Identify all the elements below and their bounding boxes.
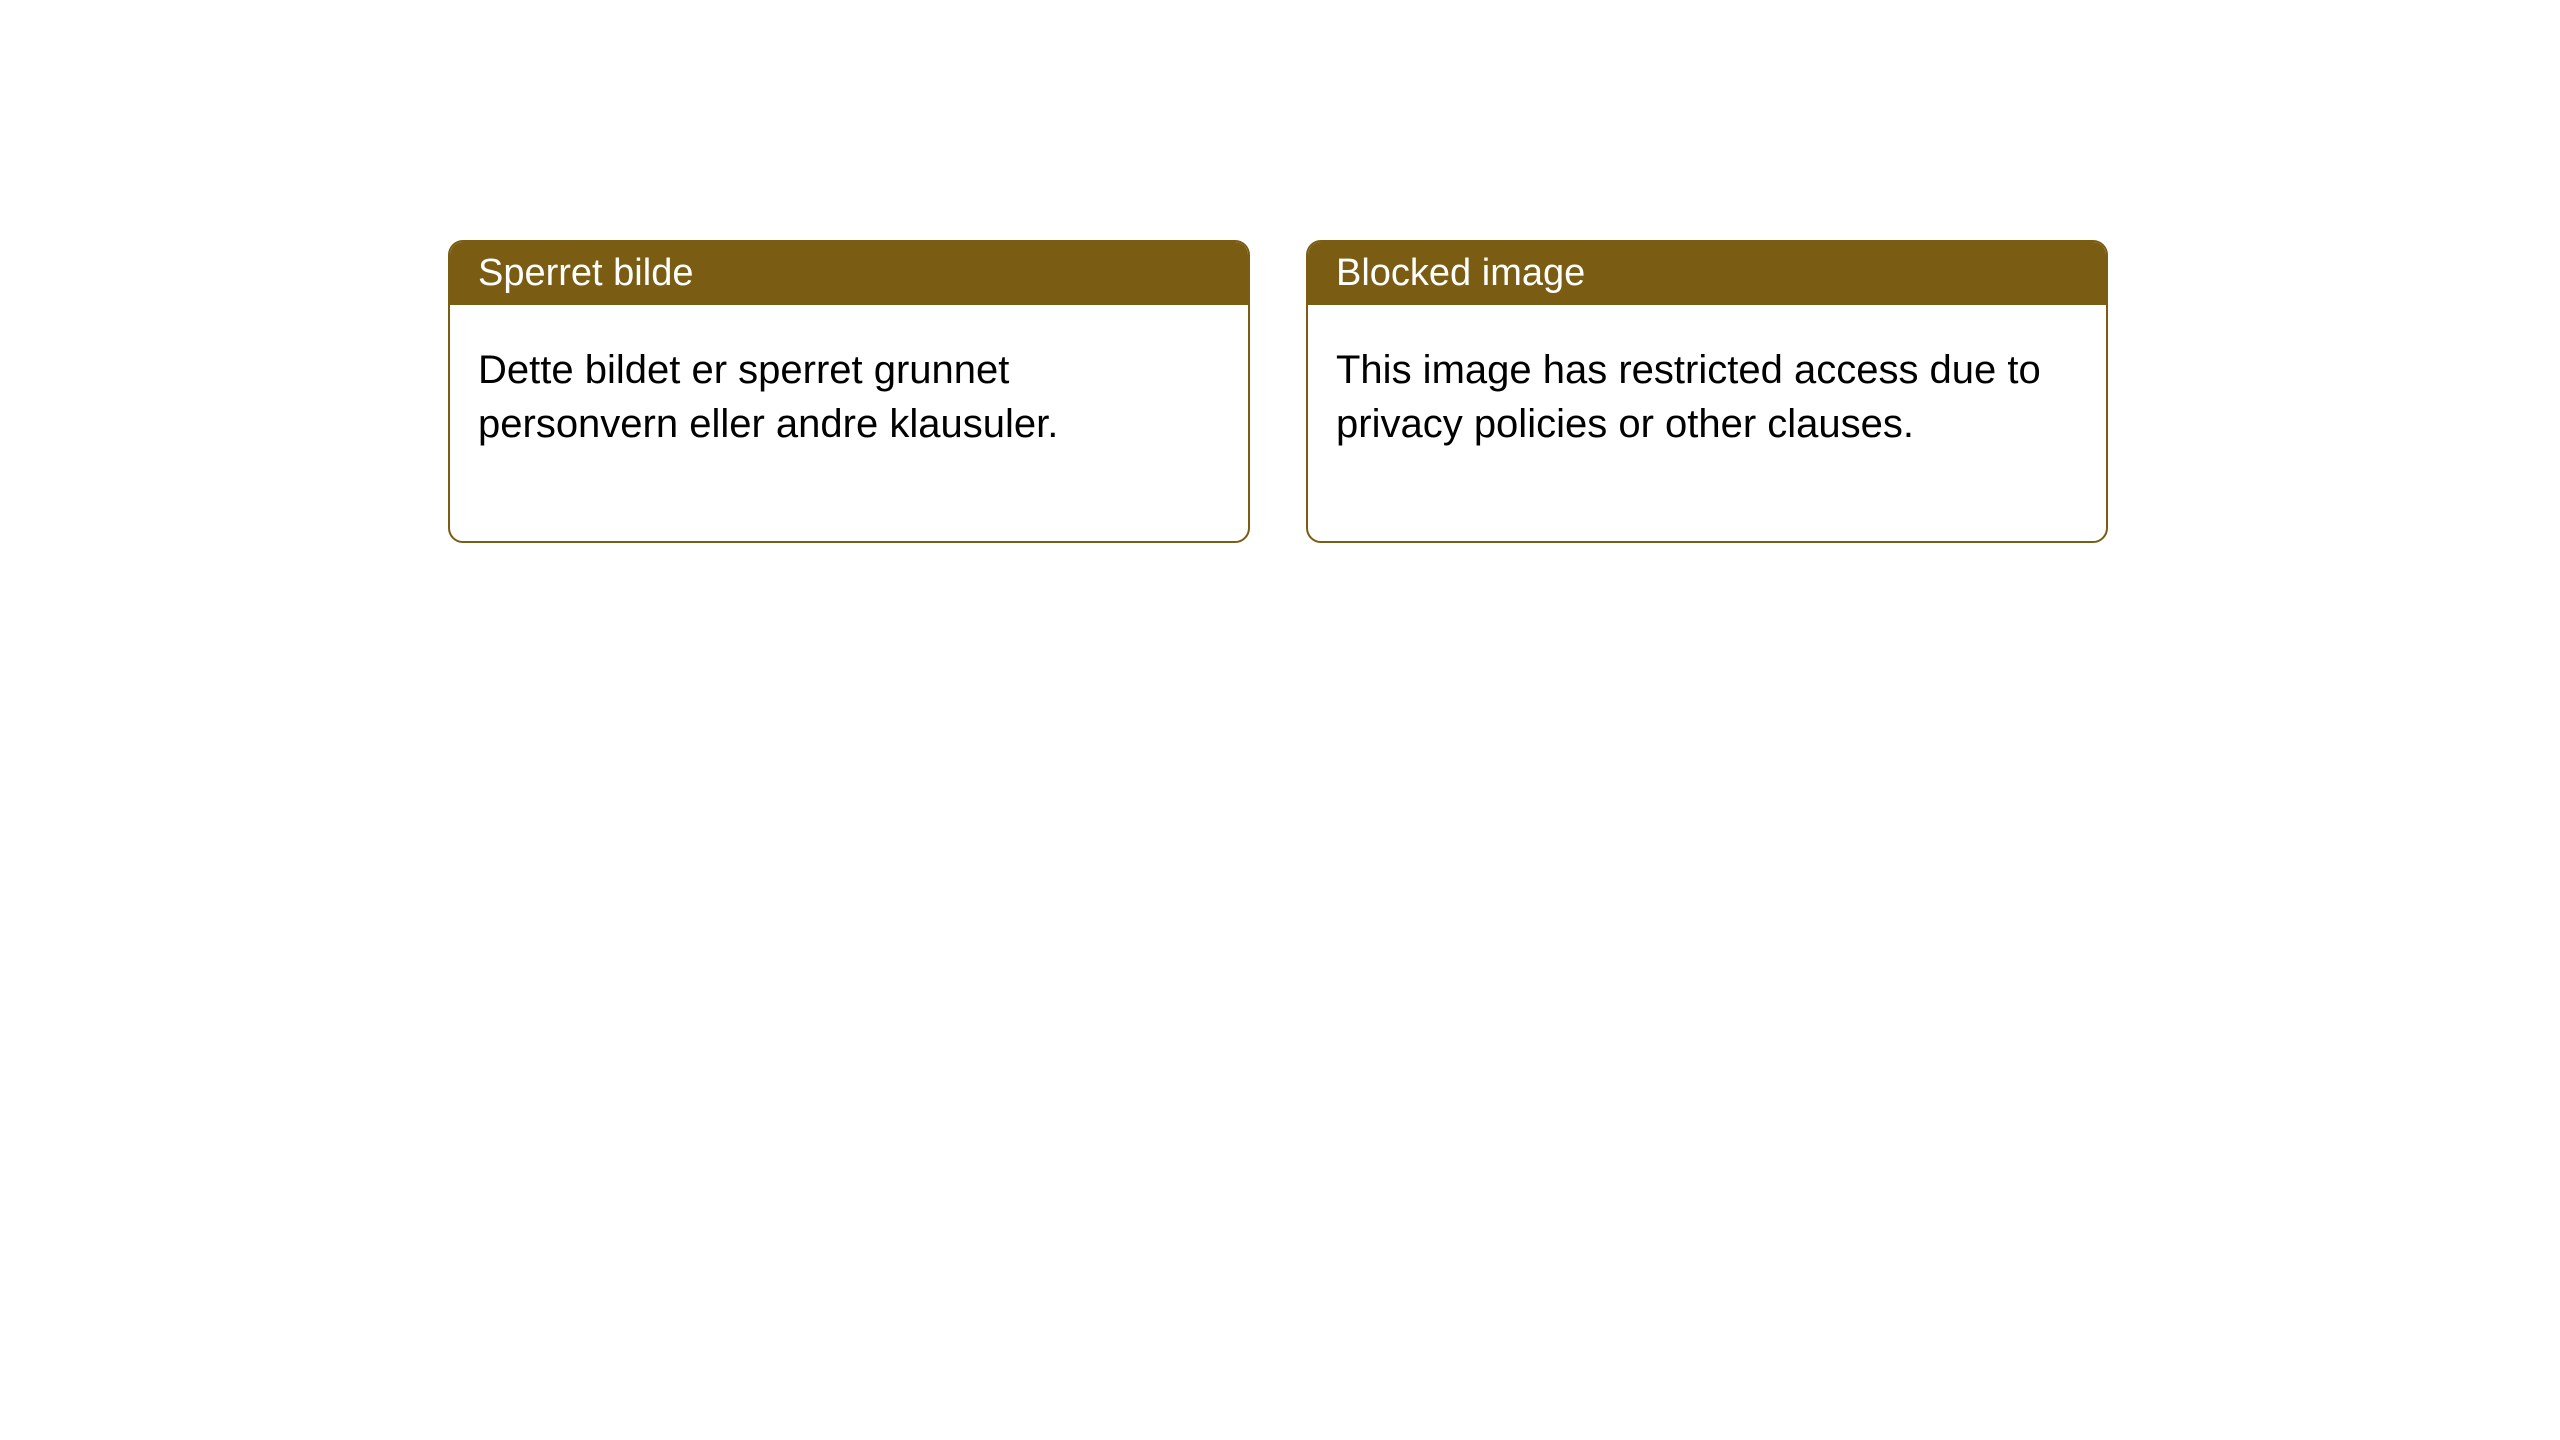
blocked-image-card-norwegian: Sperret bilde Dette bildet er sperret gr… bbox=[448, 240, 1250, 543]
card-header-norwegian: Sperret bilde bbox=[450, 242, 1248, 305]
blocked-image-cards: Sperret bilde Dette bildet er sperret gr… bbox=[448, 240, 2112, 543]
card-body-norwegian: Dette bildet er sperret grunnet personve… bbox=[450, 305, 1248, 541]
blocked-image-card-english: Blocked image This image has restricted … bbox=[1306, 240, 2108, 543]
card-body-text: This image has restricted access due to … bbox=[1336, 348, 2041, 446]
card-body-text: Dette bildet er sperret grunnet personve… bbox=[478, 348, 1058, 446]
card-header-english: Blocked image bbox=[1308, 242, 2106, 305]
card-title: Blocked image bbox=[1336, 252, 1585, 294]
card-body-english: This image has restricted access due to … bbox=[1308, 305, 2106, 541]
card-title: Sperret bilde bbox=[478, 252, 693, 294]
